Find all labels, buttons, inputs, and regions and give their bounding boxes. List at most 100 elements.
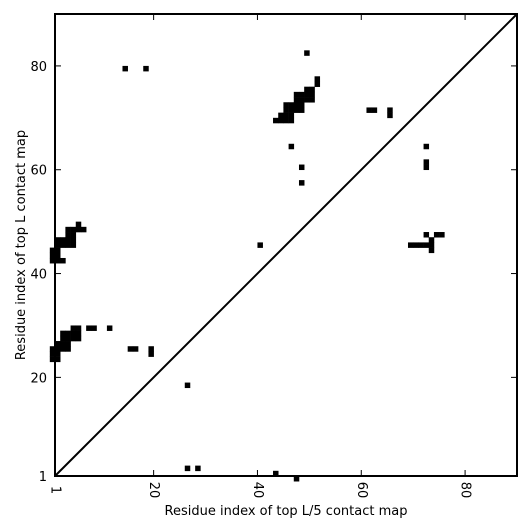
contact-cell-upper <box>70 330 77 337</box>
contact-cell-upper <box>127 346 134 352</box>
contact-cell-upper <box>75 330 82 337</box>
contact-cell-lower <box>423 232 430 238</box>
contact-cell-upper <box>60 257 66 264</box>
contact-cell-upper <box>70 242 77 248</box>
plot-frame <box>54 13 518 477</box>
contact-cell-upper <box>423 159 430 165</box>
y-tick-label: 80 <box>30 60 47 75</box>
contact-cell-upper <box>293 102 300 108</box>
contact-cell-upper <box>65 242 71 248</box>
contact-cell-upper <box>122 65 128 72</box>
contact-cell-upper <box>288 107 295 113</box>
contact-cell-upper <box>70 237 77 243</box>
contact-cell-upper <box>70 232 77 238</box>
contact-cells <box>49 50 445 482</box>
contact-cell-upper <box>80 226 87 233</box>
contact-cell-upper <box>55 242 61 248</box>
contact-cell-upper <box>288 102 295 108</box>
contact-cell-lower <box>439 232 445 238</box>
contact-cell-upper <box>49 252 56 259</box>
contact-cell-upper <box>60 335 66 342</box>
y-tick-label: 40 <box>30 268 47 283</box>
contact-cell-upper <box>65 341 71 347</box>
contact-cell-lower <box>273 470 279 477</box>
contact-cell-upper <box>70 325 77 331</box>
contact-cell-upper <box>423 143 430 150</box>
contact-cell-upper <box>65 237 71 243</box>
contact-cell-upper <box>91 325 97 331</box>
contact-cell-upper <box>257 242 263 248</box>
contact-cell-upper <box>55 237 61 243</box>
contact-cell-upper <box>304 97 310 103</box>
contact-cell-upper <box>366 107 372 113</box>
contact-cell-upper <box>387 112 393 119</box>
contact-cell-lower <box>428 242 435 248</box>
contact-cell-upper <box>65 232 71 238</box>
contact-cell-upper <box>106 325 113 331</box>
contact-cell-lower <box>413 242 419 248</box>
contact-cell-upper <box>49 356 56 363</box>
contact-cell-upper <box>65 226 71 233</box>
contact-cell-upper <box>298 97 305 103</box>
x-tick-label: 80 <box>458 482 473 499</box>
contact-cell-lower <box>428 247 435 254</box>
contact-cell-upper <box>75 226 82 233</box>
x-tick-label: 1 <box>48 486 63 494</box>
contact-cell-upper <box>55 346 61 352</box>
contact-cell-upper <box>65 346 71 352</box>
contact-cell-upper <box>49 257 56 264</box>
contact-cell-upper <box>309 86 315 93</box>
contact-cell-lower <box>423 242 430 248</box>
contact-cell-upper <box>65 330 71 337</box>
contact-cell-upper <box>132 346 139 352</box>
contact-cell-upper <box>55 341 61 347</box>
contact-cell-upper <box>60 242 66 248</box>
contact-cell-upper <box>70 226 77 233</box>
contact-cell-upper <box>278 117 284 124</box>
contact-cell-upper <box>55 257 61 264</box>
contact-cell-upper <box>75 221 82 228</box>
contact-cell-upper <box>86 325 92 331</box>
contact-cell-lower <box>418 242 424 248</box>
contact-cell-upper <box>75 335 82 342</box>
contact-cell-upper <box>309 97 315 103</box>
contact-cell-upper <box>309 91 315 98</box>
contact-cell-upper <box>288 112 295 119</box>
contact-cell-upper <box>55 351 61 357</box>
contact-cell-upper <box>298 102 305 108</box>
contact-cell-upper <box>60 237 66 243</box>
contact-cell-upper <box>273 117 279 124</box>
contact-cell-lower <box>195 465 201 472</box>
contact-cell-upper <box>75 325 82 331</box>
y-tick-label: 1 <box>39 470 47 485</box>
contact-cell-upper <box>283 112 289 119</box>
contact-cell-upper <box>423 164 430 171</box>
contact-cell-upper <box>65 335 71 342</box>
contact-cell-upper <box>293 107 300 113</box>
contact-cell-upper <box>304 50 310 56</box>
contact-cell-upper <box>148 346 154 352</box>
contact-cell-upper <box>55 252 61 259</box>
contact-cell-upper <box>288 143 295 150</box>
contact-cell-upper <box>293 91 300 98</box>
diagonal-line <box>54 13 518 477</box>
contact-cell-upper <box>293 97 300 103</box>
x-axis-label: Residue index of top L/5 contact map <box>165 504 408 519</box>
contact-cell-lower <box>184 465 191 472</box>
x-tick-label: 60 <box>354 482 369 499</box>
contact-cell-lower <box>433 232 440 238</box>
contact-cell-upper <box>387 107 393 113</box>
contact-cell-upper <box>298 180 305 186</box>
contact-cell-upper <box>55 356 61 363</box>
contact-cell-lower <box>407 242 414 248</box>
contact-cell-upper <box>143 65 149 72</box>
contact-cell-upper <box>288 117 295 124</box>
y-axis-label: Residue index of top L contact map <box>14 130 29 360</box>
contact-cell-upper <box>304 91 310 98</box>
contact-cell-upper <box>184 382 191 389</box>
contact-cell-upper <box>304 86 310 93</box>
contact-cell-upper <box>60 346 66 352</box>
contact-cell-upper <box>314 76 321 82</box>
contact-cell-upper <box>298 107 305 113</box>
